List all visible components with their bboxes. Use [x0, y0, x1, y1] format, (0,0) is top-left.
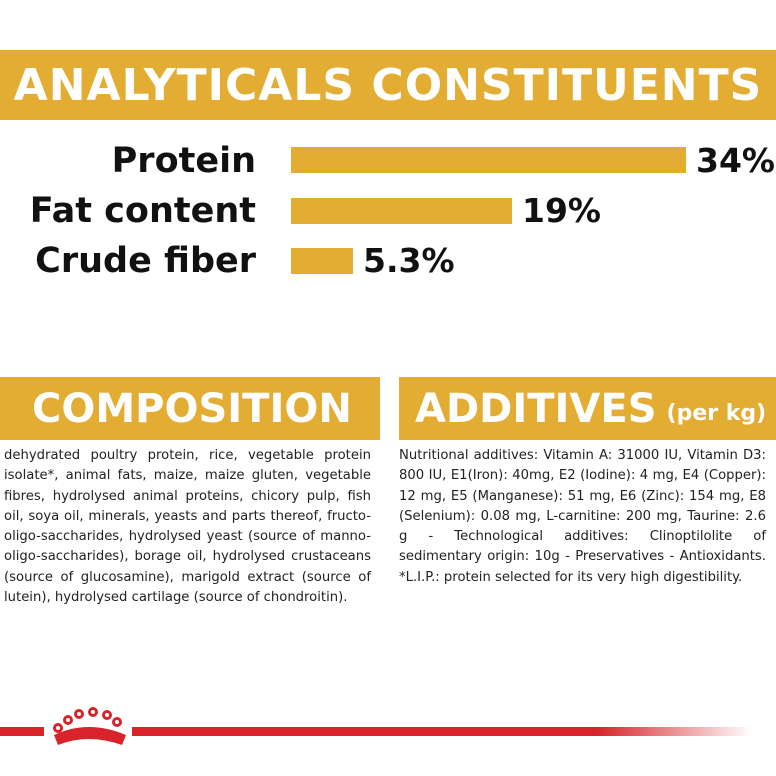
composition-title: COMPOSITION: [32, 385, 352, 432]
nutrient-label: Crude fiber: [35, 241, 256, 281]
analytics-banner: ANALYTICALS CONSTITUENTS: [0, 50, 776, 120]
nutrient-bar: [291, 147, 686, 173]
nutrient-label: Protein: [111, 141, 256, 181]
nutrient-value: 34%: [696, 141, 775, 180]
composition-text: dehydrated poultry protein, rice, vegeta…: [4, 448, 371, 606]
nutrient-value: 5.3%: [363, 241, 455, 280]
footer-stripe-right: [132, 727, 752, 736]
additives-text: Nutritional additives: Vitamin A: 31000 …: [399, 448, 766, 585]
crown-icon: [53, 707, 126, 745]
additives-per-kg: (per kg): [666, 401, 767, 426]
nutrient-value: 19%: [522, 191, 601, 230]
nutrient-label: Fat content: [29, 191, 256, 231]
nutrient-bar: [291, 198, 512, 224]
analytics-title: ANALYTICALS CONSTITUENTS: [13, 59, 763, 111]
composition-banner: COMPOSITION: [0, 377, 380, 440]
additives-banner: ADDITIVES (per kg): [399, 377, 776, 440]
nutrient-bar: [291, 248, 353, 274]
additives-title: ADDITIVES: [415, 385, 657, 432]
footer-stripe-left: [0, 727, 44, 736]
